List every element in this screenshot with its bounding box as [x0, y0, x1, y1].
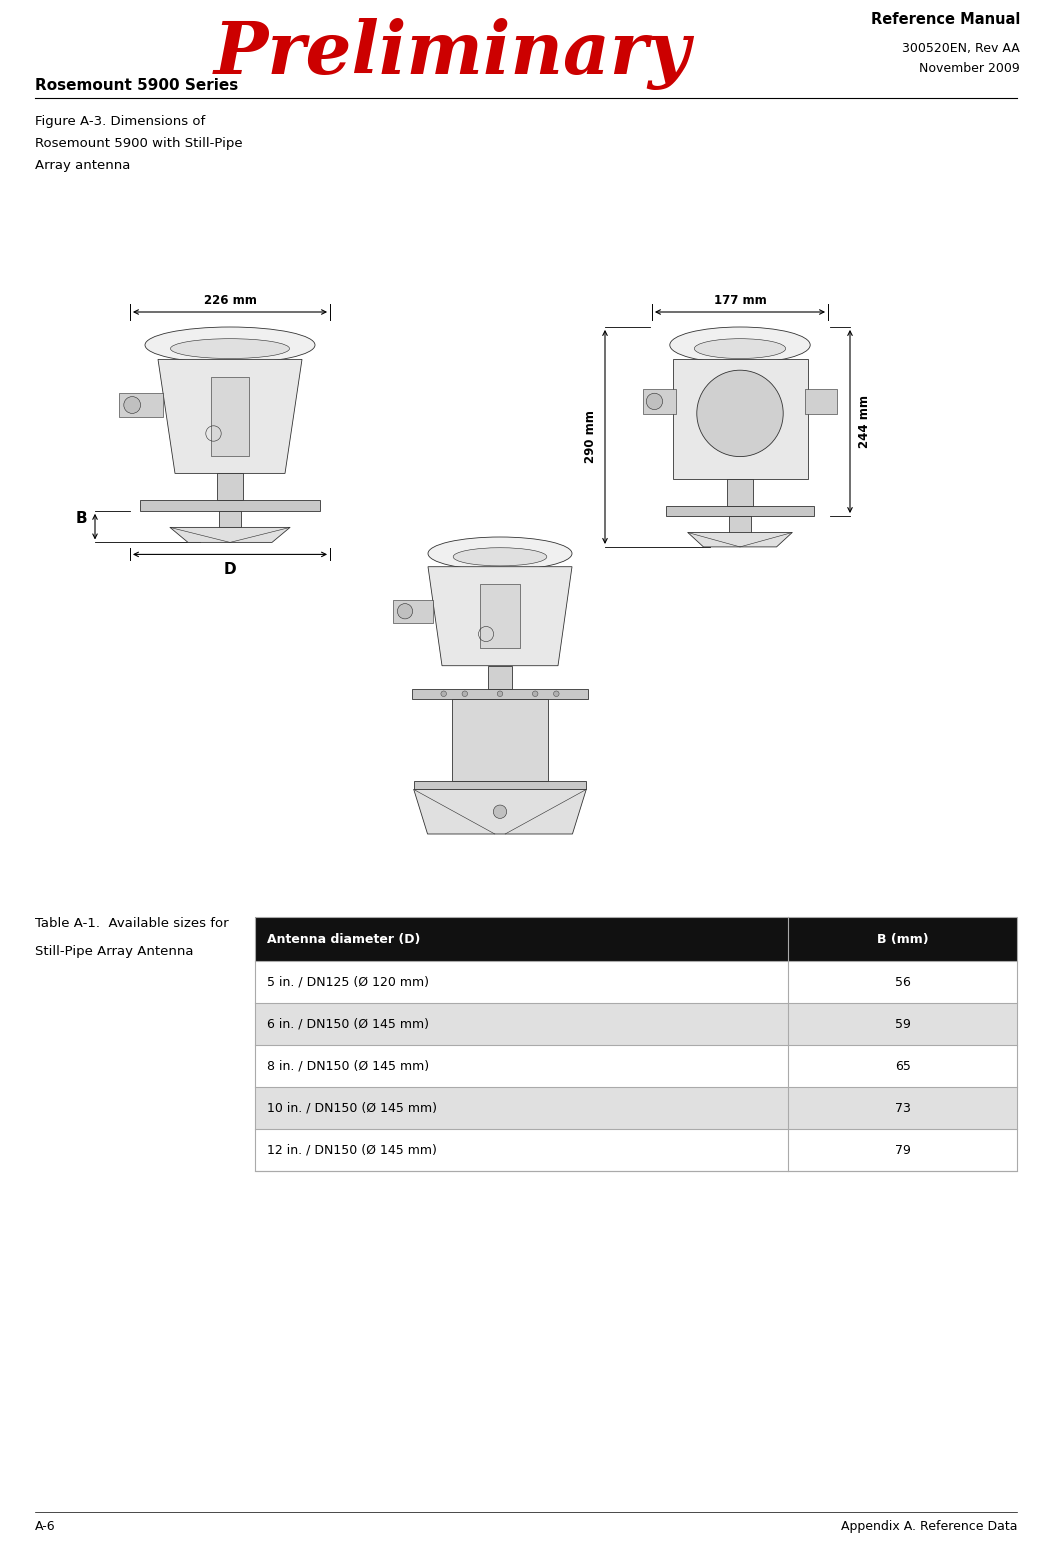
Polygon shape	[428, 567, 572, 666]
Text: D: D	[224, 563, 237, 577]
Bar	[666, 506, 814, 516]
Circle shape	[532, 691, 538, 696]
Circle shape	[553, 691, 559, 696]
Text: 290 mm: 290 mm	[584, 411, 596, 464]
Bar	[255, 1087, 1017, 1128]
Text: November 2009: November 2009	[919, 63, 1020, 75]
Circle shape	[124, 396, 141, 414]
Bar	[255, 1045, 1017, 1087]
Bar	[643, 389, 675, 414]
Ellipse shape	[670, 328, 810, 364]
Circle shape	[646, 393, 663, 409]
Bar	[255, 917, 1017, 961]
Text: Rosemount 5900 with Still-Pipe: Rosemount 5900 with Still-Pipe	[35, 136, 243, 150]
Text: 177 mm: 177 mm	[713, 295, 766, 307]
Bar	[217, 473, 243, 500]
Polygon shape	[413, 790, 586, 834]
Ellipse shape	[694, 338, 786, 359]
Text: Appendix A. Reference Data: Appendix A. Reference Data	[841, 1520, 1017, 1533]
Ellipse shape	[170, 338, 289, 359]
Bar	[805, 389, 837, 414]
Text: 12 in. / DN150 (Ø 145 mm): 12 in. / DN150 (Ø 145 mm)	[267, 1144, 437, 1156]
Text: Array antenna: Array antenna	[35, 158, 130, 172]
Bar	[255, 1003, 1017, 1045]
Bar	[255, 1128, 1017, 1171]
Bar	[255, 917, 1017, 1171]
Text: 244 mm: 244 mm	[858, 395, 871, 448]
Text: 10 in. / DN150 (Ø 145 mm): 10 in. / DN150 (Ø 145 mm)	[267, 1102, 437, 1114]
Text: Reference Manual: Reference Manual	[871, 13, 1020, 27]
Bar	[727, 480, 752, 506]
Bar	[480, 584, 521, 649]
Bar	[119, 393, 163, 417]
Text: 5 in. / DN125 (Ø 120 mm): 5 in. / DN125 (Ø 120 mm)	[267, 976, 429, 989]
Text: 56: 56	[895, 976, 911, 989]
Text: Antenna diameter (D): Antenna diameter (D)	[267, 932, 421, 945]
Text: B: B	[76, 511, 87, 527]
Bar	[219, 511, 241, 528]
Circle shape	[498, 691, 503, 696]
Ellipse shape	[145, 328, 315, 364]
Text: B (mm): B (mm)	[877, 932, 929, 945]
Text: 6 in. / DN150 (Ø 145 mm): 6 in. / DN150 (Ø 145 mm)	[267, 1017, 429, 1031]
Text: A-6: A-6	[35, 1520, 56, 1533]
Circle shape	[462, 691, 467, 696]
Text: 65: 65	[895, 1059, 911, 1072]
Bar	[672, 359, 808, 480]
Polygon shape	[158, 359, 302, 473]
Bar	[140, 500, 320, 511]
Bar	[451, 699, 548, 782]
Circle shape	[493, 805, 507, 818]
Bar	[210, 376, 249, 456]
Polygon shape	[170, 528, 290, 542]
Text: Figure A-3. Dimensions of: Figure A-3. Dimensions of	[35, 114, 205, 128]
Bar	[488, 666, 512, 689]
Polygon shape	[688, 533, 792, 547]
Circle shape	[441, 691, 446, 696]
Text: 79: 79	[895, 1144, 911, 1156]
Text: 8 in. / DN150 (Ø 145 mm): 8 in. / DN150 (Ø 145 mm)	[267, 1059, 429, 1072]
Ellipse shape	[428, 537, 572, 570]
Bar	[729, 516, 751, 533]
Text: Preliminary: Preliminary	[214, 17, 691, 89]
Circle shape	[696, 370, 783, 456]
Text: 300520EN, Rev AA: 300520EN, Rev AA	[903, 42, 1020, 55]
Bar	[393, 600, 433, 622]
Text: 226 mm: 226 mm	[204, 295, 257, 307]
Text: 73: 73	[895, 1102, 911, 1114]
Text: Rosemount 5900 Series: Rosemount 5900 Series	[35, 78, 238, 92]
Bar	[255, 961, 1017, 1003]
Text: Still-Pipe Array Antenna: Still-Pipe Array Antenna	[35, 945, 194, 957]
Ellipse shape	[453, 548, 547, 566]
Text: 59: 59	[895, 1017, 911, 1031]
Text: Table A-1.  Available sizes for: Table A-1. Available sizes for	[35, 917, 228, 929]
Bar	[413, 782, 586, 790]
Circle shape	[398, 603, 412, 619]
Bar	[412, 689, 588, 699]
